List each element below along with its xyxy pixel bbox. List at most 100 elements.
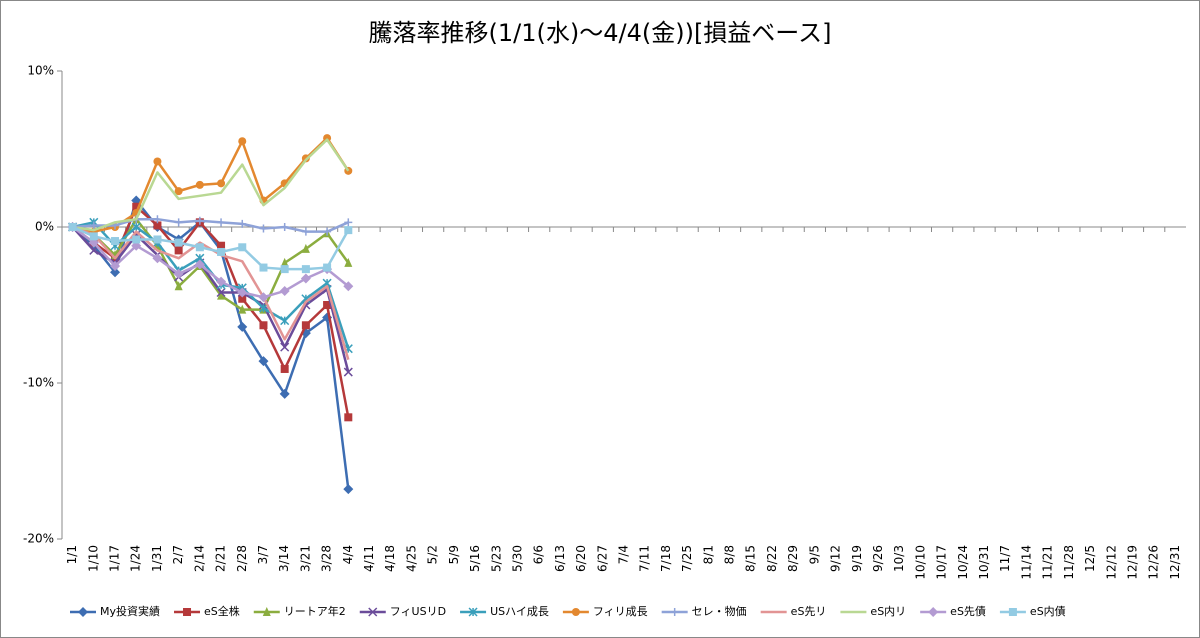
marker	[280, 223, 289, 231]
x-tick-label: 5/9	[447, 545, 461, 564]
marker	[110, 267, 121, 278]
legend-label: eS先債	[950, 604, 986, 618]
marker	[262, 607, 271, 616]
legend-label: My投資実績	[100, 604, 160, 618]
marker	[238, 137, 247, 146]
y-tick-label: 0%	[35, 220, 54, 234]
marker	[216, 276, 227, 287]
marker	[111, 237, 120, 246]
x-tick-label: 9/26	[871, 545, 885, 572]
marker	[468, 607, 478, 617]
marker	[343, 281, 354, 292]
marker	[183, 608, 192, 616]
marker	[280, 265, 289, 274]
marker	[258, 303, 269, 313]
marker	[217, 218, 226, 227]
x-tick-label: 10/17	[935, 545, 949, 580]
x-tick-label: 9/12	[829, 545, 843, 572]
legend-label: フィUSリD	[390, 605, 446, 618]
legend-item: eS先債	[920, 604, 986, 618]
marker	[258, 292, 269, 303]
marker	[153, 235, 162, 244]
x-tick-label: 2/7	[171, 545, 185, 564]
x-tick-label: 10/24	[956, 545, 970, 580]
x-tick-label: 6/27	[595, 545, 609, 572]
x-tick-label: 10/10	[913, 545, 927, 580]
marker	[323, 227, 332, 236]
marker	[174, 218, 183, 227]
legend-label: USハイ成長	[490, 605, 549, 618]
marker	[110, 261, 121, 271]
x-tick-label: 6/20	[574, 545, 588, 572]
y-tick-label: -10%	[23, 376, 54, 390]
marker	[153, 157, 162, 166]
marker	[571, 608, 580, 616]
marker	[238, 243, 247, 252]
marker	[195, 243, 204, 252]
marker	[174, 187, 183, 196]
marker	[259, 224, 268, 233]
marker	[217, 247, 226, 256]
legend-label: eS全株	[204, 604, 240, 618]
marker	[280, 257, 289, 267]
x-tick-label: 10/3	[892, 545, 906, 572]
x-tick-label: 1/17	[108, 545, 122, 572]
marker	[89, 221, 98, 230]
x-tick-label: 5/30	[510, 545, 524, 572]
legend-item: My投資実績	[70, 604, 160, 618]
marker	[237, 287, 248, 298]
x-tick-label: 12/31	[1168, 545, 1182, 580]
x-tick-label: 4/11	[362, 545, 376, 572]
marker	[323, 263, 332, 272]
marker	[368, 607, 378, 617]
marker	[153, 221, 162, 230]
x-tick-label: 7/25	[680, 545, 694, 572]
marker	[301, 243, 310, 253]
x-tick-label: 4/18	[383, 545, 397, 572]
x-tick-label: 1/31	[150, 545, 164, 572]
series-line	[72, 138, 350, 232]
marker	[132, 202, 141, 211]
marker	[301, 227, 310, 236]
x-tick-label: 8/29	[786, 545, 800, 572]
series-line	[71, 225, 350, 299]
marker	[195, 216, 204, 225]
legend-item: USハイ成長	[460, 605, 549, 618]
marker	[152, 253, 163, 264]
x-tick-label: 12/26	[1147, 545, 1161, 580]
marker	[1008, 608, 1017, 616]
marker	[670, 608, 679, 616]
marker	[78, 607, 88, 617]
x-tick-label: 8/8	[723, 545, 737, 564]
marker	[153, 215, 162, 224]
x-tick-label: 5/16	[468, 545, 482, 572]
x-tick-label: 6/13	[553, 545, 567, 572]
marker	[280, 316, 290, 326]
x-tick-label: 11/21	[1041, 545, 1055, 580]
marker	[280, 364, 289, 373]
marker	[300, 273, 311, 284]
x-tick-label: 9/5	[807, 545, 821, 564]
marker	[132, 235, 141, 244]
marker	[216, 287, 226, 298]
marker	[344, 226, 353, 235]
x-tick-label: 2/28	[235, 545, 249, 572]
legend-item: eS内リ	[840, 604, 906, 618]
marker	[258, 356, 269, 367]
x-tick-label: 12/5	[1083, 545, 1097, 572]
x-tick-label: 2/14	[192, 545, 206, 572]
legend-label: リートア年2	[284, 604, 346, 618]
x-tick-label: 7/18	[659, 545, 673, 572]
x-tick-label: 10/31	[977, 545, 991, 580]
legend-label: eS内債	[1030, 604, 1066, 618]
marker	[89, 245, 99, 255]
marker	[238, 304, 247, 314]
series-line	[71, 226, 350, 373]
marker	[68, 223, 77, 231]
chart-title: 騰落率推移(1/1(水)～4/4(金))[損益ベース]	[369, 19, 832, 47]
series-line	[72, 217, 349, 233]
x-tick-label: 3/21	[298, 545, 312, 572]
x-tick-label: 4/4	[341, 545, 355, 564]
marker	[279, 285, 290, 296]
